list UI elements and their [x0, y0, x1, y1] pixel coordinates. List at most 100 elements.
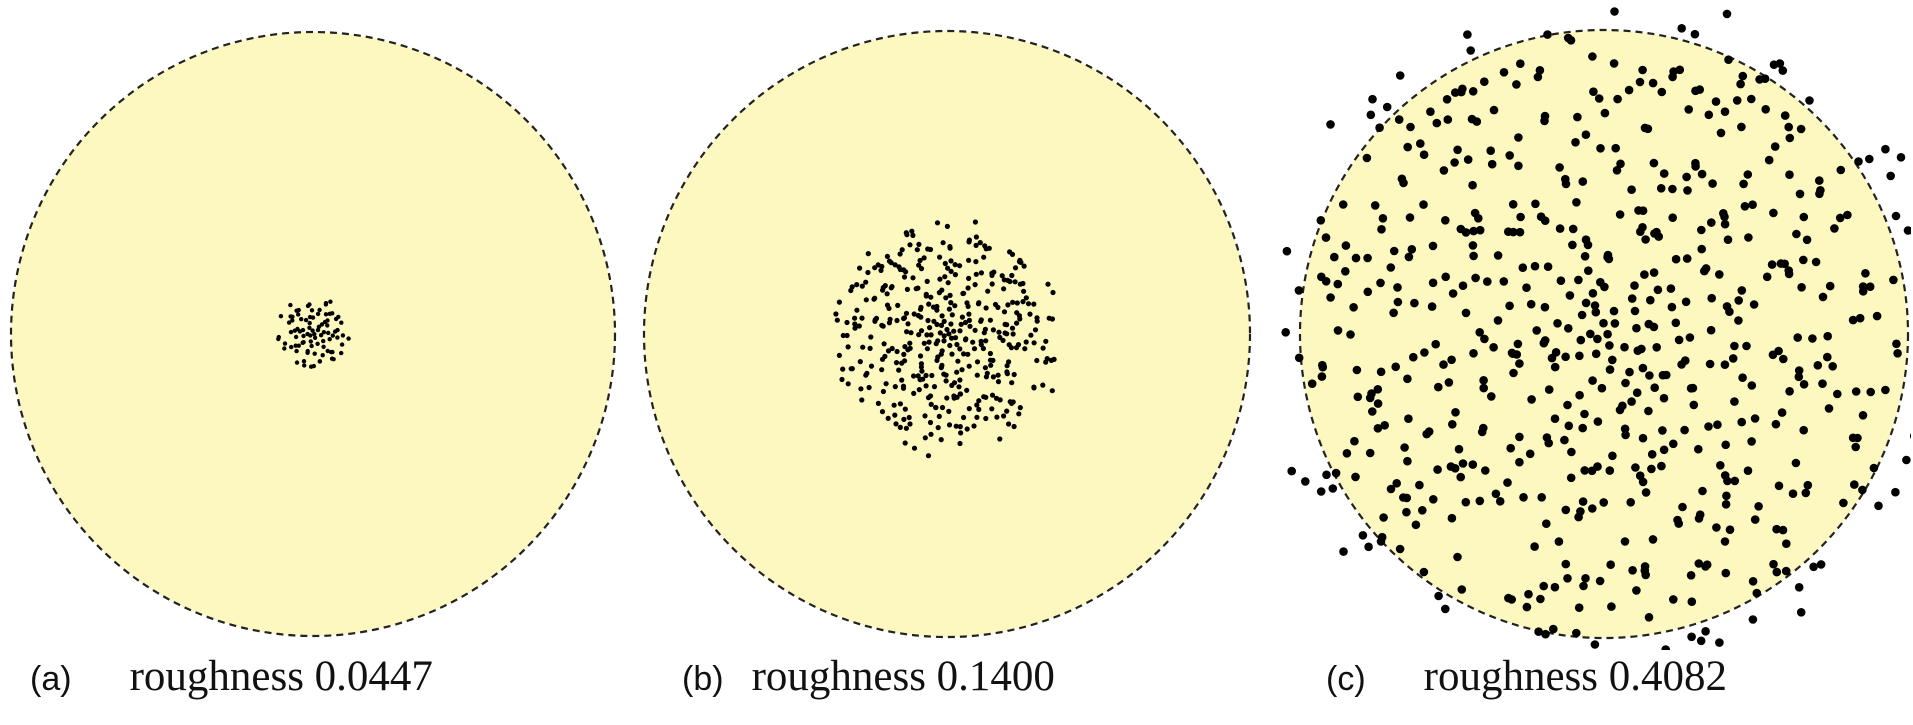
ray-hit-dot: [1561, 352, 1570, 362]
ray-hit-dot: [916, 262, 922, 268]
ray-hit-dot: [1457, 87, 1466, 97]
ray-hit-dot: [311, 363, 316, 369]
ray-hit-dot: [947, 292, 953, 298]
ray-hit-dot: [1574, 603, 1584, 612]
ray-hit-dot: [1802, 235, 1812, 245]
ray-hit-dot: [1682, 254, 1692, 263]
ray-hit-dot: [1373, 399, 1383, 408]
ray-hit-dot: [317, 307, 322, 313]
ray-hit-dot: [1391, 362, 1400, 372]
ray-hit-dot: [339, 350, 344, 356]
ray-hit-dot: [1518, 263, 1528, 273]
ray-hit-dot: [1738, 71, 1748, 81]
ray-hit-dot: [958, 430, 964, 436]
ray-hit-dot: [1448, 289, 1458, 298]
ray-hit-dot: [893, 421, 899, 427]
ray-hit-dot: [1720, 212, 1729, 222]
ray-hit-dot: [907, 421, 913, 427]
ray-hit-dot: [872, 317, 878, 323]
ray-hit-dot: [925, 453, 932, 459]
ray-hit-dot: [1599, 498, 1608, 507]
ray-hit-dot: [868, 363, 875, 369]
ray-hit-dot: [1346, 330, 1355, 339]
ray-hit-dot: [1475, 328, 1484, 337]
ray-hit-dot: [1593, 417, 1603, 426]
ray-hit-dot: [977, 240, 983, 246]
ray-hit-dot: [929, 372, 935, 379]
ray-hit-dot: [1825, 281, 1835, 291]
ray-hit-dot: [1774, 346, 1783, 356]
ray-hit-dot: [1645, 371, 1654, 380]
ray-hit-dot: [1005, 277, 1011, 283]
ray-hit-dot: [1564, 421, 1574, 431]
ray-hit-dot: [1424, 427, 1434, 436]
ray-hit-dot: [1597, 383, 1607, 393]
ray-hit-dot: [1688, 383, 1698, 393]
ray-hit-dot: [880, 388, 886, 395]
ray-hit-dot: [1809, 562, 1818, 572]
ray-hit-dot: [323, 301, 329, 306]
ray-hit-dot: [900, 383, 907, 389]
ray-hit-dot: [899, 377, 905, 383]
ray-hit-dot: [1349, 303, 1358, 312]
ray-hit-dot: [1903, 226, 1911, 235]
ray-hit-dot: [1608, 451, 1617, 461]
ray-hit-dot: [1021, 288, 1027, 294]
ray-hit-dot: [881, 341, 887, 347]
ray-hit-dot: [319, 322, 325, 327]
ray-hit-dot: [312, 331, 317, 337]
ray-hit-dot: [336, 314, 341, 320]
ray-hit-dot: [1351, 472, 1360, 482]
ray-hit-dot: [936, 290, 942, 296]
ray-hit-dot: [1581, 235, 1591, 244]
ray-hit-dot: [1590, 301, 1600, 310]
ray-hit-dot: [1605, 341, 1614, 350]
ray-hit-dot: [1363, 253, 1372, 263]
ray-hit-dot: [923, 372, 929, 379]
ray-hit-dot: [1034, 357, 1040, 364]
ray-hit-dot: [1402, 507, 1411, 517]
ray-hit-dot: [1734, 316, 1743, 325]
ray-hit-dot: [839, 376, 845, 383]
ray-hit-dot: [1874, 501, 1883, 511]
ray-hit-dot: [293, 343, 298, 348]
ray-hit-dot: [1418, 506, 1427, 515]
ray-hit-dot: [1588, 52, 1597, 61]
ray-hit-dot: [868, 334, 874, 340]
ray-hit-dot: [1851, 442, 1860, 452]
ray-hit-dot: [989, 281, 995, 287]
ray-hit-dot: [1816, 186, 1825, 195]
ray-hit-dot: [885, 415, 891, 421]
ray-hit-dot: [1638, 477, 1648, 487]
ray-hit-dot: [931, 384, 938, 390]
ray-hit-dot: [1015, 342, 1022, 348]
ray-hit-dot: [1886, 171, 1895, 181]
ray-hit-dot: [1549, 624, 1558, 634]
ray-hit-dot: [1404, 252, 1414, 262]
ray-hit-dot: [945, 280, 951, 286]
ray-hit-dot: [1658, 426, 1667, 435]
ray-hit-dot: [1851, 387, 1861, 396]
ray-hit-dot: [1747, 94, 1756, 104]
ray-hit-dot: [1365, 393, 1375, 403]
ray-hit-dot: [965, 303, 971, 309]
ray-hit-dot: [293, 334, 299, 340]
ray-hit-dot: [1499, 68, 1509, 77]
ray-hit-dot: [1550, 362, 1560, 372]
ray-hit-dot: [1021, 263, 1027, 269]
ray-hit-dot: [325, 323, 330, 328]
ray-hit-dot: [1350, 436, 1359, 446]
ray-hit-dot: [1328, 484, 1338, 493]
ray-hit-dot: [966, 237, 972, 243]
ray-hit-dot: [321, 338, 326, 344]
ray-hit-dot: [1730, 341, 1739, 351]
ray-hit-dot: [309, 343, 314, 349]
ray-hit-dot: [918, 304, 924, 310]
ray-hit-dot: [1666, 284, 1676, 293]
ray-hit-dot: [892, 262, 898, 268]
ray-hit-dot: [1704, 422, 1713, 431]
ray-hit-dot: [1722, 9, 1732, 19]
ray-hit-dot: [896, 367, 902, 373]
ray-hit-dot: [1419, 200, 1428, 209]
ray-hit-dot: [1621, 430, 1630, 440]
